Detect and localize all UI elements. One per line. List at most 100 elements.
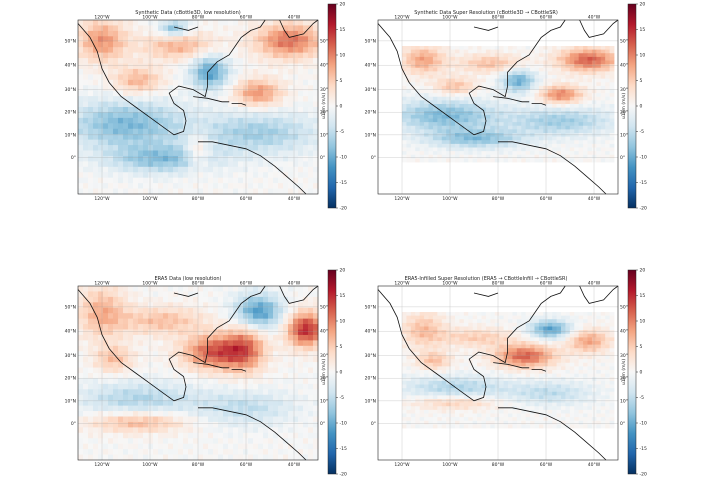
- field-cell: [490, 50, 495, 54]
- field-cell: [303, 286, 308, 292]
- field-cell: [113, 172, 118, 178]
- field-cell: [570, 126, 575, 130]
- field-cell: [183, 400, 188, 406]
- field-cell: [278, 102, 283, 108]
- field-cell: [579, 53, 584, 57]
- field-cell: [98, 189, 103, 195]
- field-cell: [508, 79, 513, 83]
- field-cell: [495, 148, 500, 152]
- field-cell: [402, 79, 407, 83]
- field-cell: [138, 286, 143, 292]
- field-cell: [592, 64, 597, 68]
- field-cell: [596, 79, 601, 83]
- field-cell: [108, 384, 113, 390]
- field-cell: [406, 111, 411, 115]
- field-cell: [464, 86, 469, 90]
- field-cell: [473, 82, 478, 86]
- field-cell: [268, 411, 273, 417]
- field-cell: [183, 417, 188, 423]
- field-cell: [148, 161, 153, 167]
- field-cell: [168, 80, 173, 86]
- field-cell: [138, 53, 143, 59]
- field-cell: [446, 137, 451, 141]
- field-cell: [495, 312, 500, 316]
- field-cell: [223, 422, 228, 428]
- field-cell: [273, 167, 278, 173]
- field-cell: [308, 80, 313, 86]
- field-cell: [258, 384, 263, 390]
- field-cell: [208, 25, 213, 31]
- field-cell: [526, 312, 531, 316]
- field-cell: [143, 145, 148, 151]
- field-cell: [238, 444, 243, 450]
- field-cell: [490, 68, 495, 72]
- field-cell: [193, 107, 198, 113]
- field-cell: [455, 115, 460, 119]
- field-cell: [83, 145, 88, 151]
- field-cell: [93, 433, 98, 439]
- field-cell: [420, 61, 425, 65]
- field-cell: [168, 183, 173, 189]
- field-cell: [173, 25, 178, 31]
- field-cell: [218, 102, 223, 108]
- field-cell: [108, 417, 113, 423]
- field-cell: [283, 102, 288, 108]
- field-cell: [148, 129, 153, 135]
- field-cell: [233, 118, 238, 124]
- field-cell: [78, 183, 83, 189]
- field-cell: [543, 312, 548, 316]
- field-cell: [88, 330, 93, 336]
- field-cell: [429, 53, 434, 57]
- field-cell: [263, 42, 268, 48]
- field-cell: [579, 312, 584, 316]
- field-cell: [203, 140, 208, 146]
- field-cell: [218, 422, 223, 428]
- field-cell: [420, 144, 425, 148]
- field-cell: [530, 75, 535, 79]
- field-cell: [228, 357, 233, 363]
- field-cell: [233, 85, 238, 91]
- field-cell: [163, 324, 168, 330]
- field-cell: [238, 389, 243, 395]
- field-cell: [451, 111, 456, 115]
- field-cell: [588, 71, 593, 75]
- lat-tick-right: 0°: [320, 421, 325, 427]
- field-cell: [123, 80, 128, 86]
- field-cell: [468, 316, 473, 320]
- field-cell: [173, 324, 178, 330]
- field-cell: [548, 104, 553, 108]
- field-cell: [133, 183, 138, 189]
- field-cell: [508, 144, 513, 148]
- field-cell: [512, 323, 517, 327]
- field-cell: [459, 50, 464, 54]
- field-cell: [168, 151, 173, 157]
- field-cell: [402, 104, 407, 108]
- field-cell: [238, 286, 243, 292]
- field-cell: [415, 122, 420, 126]
- field-cell: [473, 64, 478, 68]
- field-cell: [113, 58, 118, 64]
- field-cell: [173, 64, 178, 70]
- field-cell: [313, 378, 318, 384]
- field-cell: [193, 112, 198, 118]
- field-cell: [118, 340, 123, 346]
- field-cell: [610, 158, 615, 162]
- field-cell: [592, 129, 597, 133]
- field-cell: [178, 417, 183, 423]
- field-cell: [228, 330, 233, 336]
- field-cell: [148, 151, 153, 157]
- field-cell: [477, 119, 482, 123]
- field-cell: [283, 112, 288, 118]
- field-cell: [499, 82, 504, 86]
- field-cell: [173, 330, 178, 336]
- field-cell: [508, 137, 513, 141]
- field-cell: [83, 42, 88, 48]
- field-cell: [535, 158, 540, 162]
- field-cell: [163, 107, 168, 113]
- field-cell: [415, 137, 420, 141]
- field-cell: [153, 140, 158, 146]
- lon-tick-bottom: 80°W: [492, 196, 505, 202]
- field-cell: [88, 286, 93, 292]
- field-cell: [455, 100, 460, 104]
- field-cell: [468, 122, 473, 126]
